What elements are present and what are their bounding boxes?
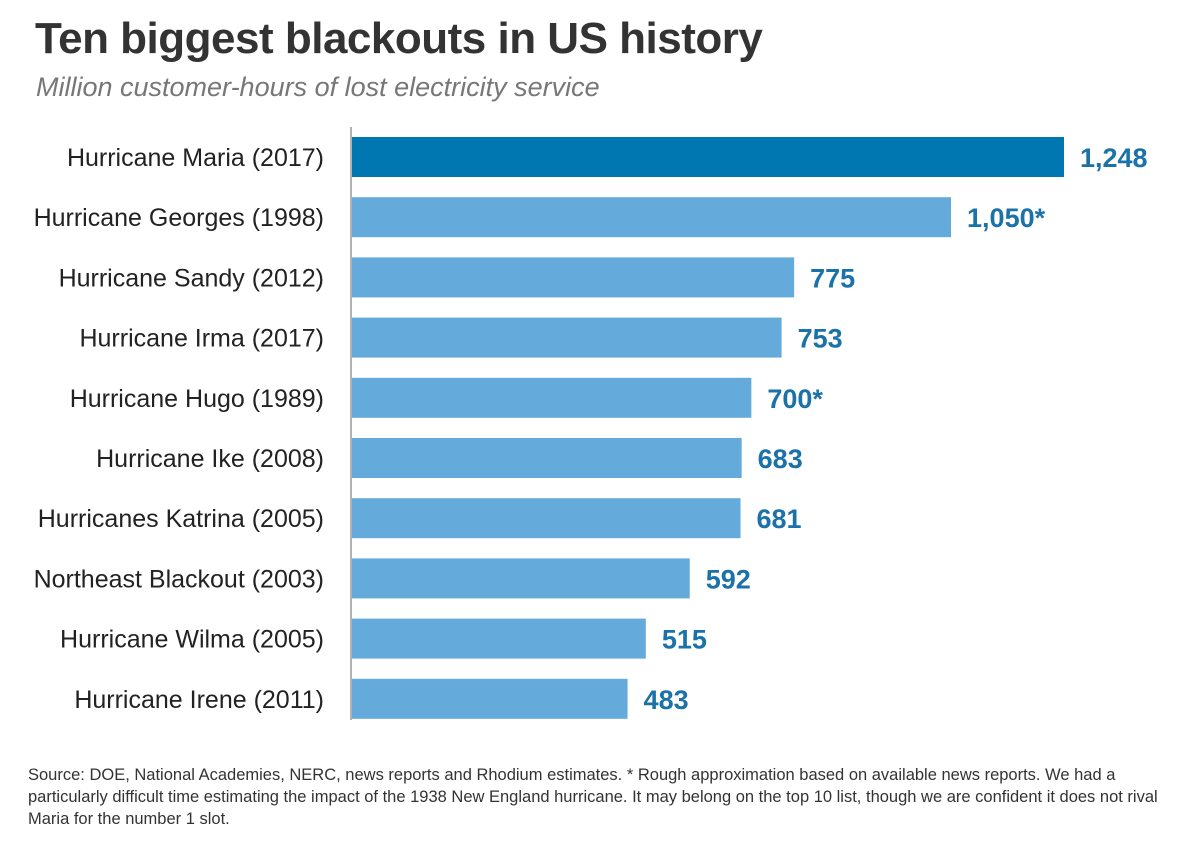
category-label-hurricane-maria-2017: Hurricane Maria (2017) xyxy=(67,144,324,172)
bar-northeast-blackout-2003 xyxy=(352,558,690,599)
category-label-hurricane-hugo-1989: Hurricane Hugo (1989) xyxy=(70,385,324,413)
value-label-hurricane-sandy-2012: 775 xyxy=(810,263,855,293)
category-label-hurricanes-katrina-2005: Hurricanes Katrina (2005) xyxy=(38,505,324,533)
bar-chart: Hurricane Maria (2017) Hurricane Georges … xyxy=(34,127,1148,720)
bar-hurricane-wilma-2005 xyxy=(352,618,646,659)
source-note: Source: DOE, National Academies, NERC, n… xyxy=(28,766,1158,828)
bars-group xyxy=(352,137,1064,719)
bar-hurricane-ike-2008 xyxy=(352,438,742,478)
chart-subtitle: Million customer-hours of lost electrici… xyxy=(36,72,600,102)
bar-hurricane-hugo-1989 xyxy=(352,377,752,418)
category-label-hurricane-georges-1998: Hurricane Georges (1998) xyxy=(34,204,324,232)
category-label-hurricane-irma-2017: Hurricane Irma (2017) xyxy=(79,325,324,353)
value-label-northeast-blackout-2003: 592 xyxy=(706,564,751,594)
category-label-northeast-blackout-2003: Northeast Blackout (2003) xyxy=(34,565,324,593)
bar-hurricane-irene-2011 xyxy=(352,678,628,719)
bar-hurricane-sandy-2012 xyxy=(352,257,795,298)
value-label-hurricane-ike-2008: 683 xyxy=(758,444,803,474)
bar-hurricane-maria-2017 xyxy=(352,137,1064,177)
value-label-hurricane-georges-1998: 1,050* xyxy=(967,203,1046,233)
value-label-hurricane-irene-2011: 483 xyxy=(644,685,689,715)
category-label-hurricane-irene-2011: Hurricane Irene (2011) xyxy=(74,686,324,714)
category-labels-group: Hurricane Maria (2017) Hurricane Georges … xyxy=(34,144,324,714)
value-label-hurricane-maria-2017: 1,248 xyxy=(1080,143,1148,173)
value-label-hurricanes-katrina-2005: 681 xyxy=(757,504,802,534)
bar-hurricanes-katrina-2005 xyxy=(352,498,741,539)
bar-hurricane-irma-2017 xyxy=(352,317,782,358)
category-label-hurricane-wilma-2005: Hurricane Wilma (2005) xyxy=(60,626,324,654)
bar-hurricane-georges-1998 xyxy=(352,197,952,238)
category-label-hurricane-sandy-2012: Hurricane Sandy (2012) xyxy=(59,264,324,292)
chart-title: Ten biggest blackouts in US history xyxy=(35,14,763,63)
value-label-hurricane-wilma-2005: 515 xyxy=(662,625,707,655)
value-label-hurricane-irma-2017: 753 xyxy=(798,324,843,354)
category-label-hurricane-ike-2008: Hurricane Ike (2008) xyxy=(96,445,324,473)
value-label-hurricane-hugo-1989: 700* xyxy=(767,384,823,414)
